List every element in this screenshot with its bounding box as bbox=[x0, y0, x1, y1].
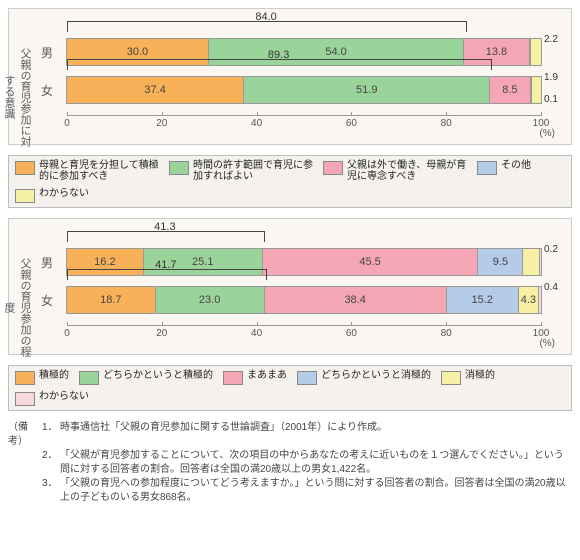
bar-segment: 37.4 bbox=[67, 77, 244, 103]
bar-segment bbox=[532, 77, 541, 103]
legend-item: わからない bbox=[15, 391, 89, 406]
axis-tick-label: 40 bbox=[251, 118, 262, 129]
chart-a-row-0-label: 男 bbox=[33, 44, 61, 61]
axis-tick-label: 80 bbox=[441, 118, 452, 129]
chart-a-panel: 父親の育児参加に対する意識 男 84.030.054.013.82.2 女 89… bbox=[8, 8, 572, 145]
legend-label: その他 bbox=[501, 160, 531, 171]
footnote-head bbox=[8, 477, 42, 505]
legend-label: どちらかというと消極的 bbox=[321, 370, 431, 381]
legend-swatch bbox=[169, 161, 189, 175]
axis-tick-label: 20 bbox=[156, 118, 167, 129]
legend-swatch bbox=[223, 371, 243, 385]
axis-unit: (%) bbox=[539, 338, 555, 349]
legend-label: 積極的 bbox=[39, 370, 69, 381]
legend-label: 消極的 bbox=[465, 370, 495, 381]
legend-label: まあまあ bbox=[247, 370, 287, 381]
chart-b-row-1-label: 女 bbox=[33, 292, 61, 309]
chart-b-bar-1: 41.718.723.038.415.24.30.4 bbox=[67, 287, 541, 313]
chart-b-legend: 積極的 どちらかというと積極的 まあまあ どちらかというと消極的 消極的わからない bbox=[8, 365, 572, 411]
axis-tick-label: 20 bbox=[156, 328, 167, 339]
side-value: 0.1 bbox=[544, 95, 558, 105]
footnote-num: 1． bbox=[42, 421, 60, 449]
chart-b-row-0-label: 男 bbox=[33, 254, 61, 271]
legend-swatch bbox=[323, 161, 343, 175]
bar-segment: 45.5 bbox=[263, 249, 479, 275]
bar-segment: 51.9 bbox=[244, 77, 490, 103]
legend-item: その他 bbox=[477, 160, 531, 182]
chart-b-axis: 020406080100(%) bbox=[67, 325, 541, 350]
legend-swatch bbox=[297, 371, 317, 385]
side-value: 0.2 bbox=[544, 245, 558, 255]
bar-segment: 8.5 bbox=[490, 77, 530, 103]
legend-item: わからない bbox=[15, 188, 89, 203]
legend-item: 母親と育児を分担して積極的に参加すべき bbox=[15, 160, 159, 182]
axis-unit: (%) bbox=[539, 128, 555, 139]
legend-label: 父親は外で働き、母親が育児に専念すべき bbox=[347, 160, 467, 182]
legend-item: どちらかというと積極的 bbox=[79, 370, 213, 385]
footnotes: （備考）1．時事通信社「父親の育児参加に関する世論調査」（2001年）により作成… bbox=[8, 421, 572, 505]
legend-swatch bbox=[15, 189, 35, 203]
legend-item: 消極的 bbox=[441, 370, 495, 385]
chart-a-row-1-label: 女 bbox=[33, 82, 61, 99]
footnote-text: 時事通信社「父親の育児参加に関する世論調査」（2001年）により作成。 bbox=[60, 421, 572, 449]
legend-swatch bbox=[15, 161, 35, 175]
chart-a-axis: 020406080100(%) bbox=[67, 115, 541, 140]
legend-item: 時間の許す範囲で育児に参加すればよい bbox=[169, 160, 313, 182]
bar-segment: 38.4 bbox=[265, 287, 447, 313]
footnote-head bbox=[8, 449, 42, 477]
legend-swatch bbox=[477, 161, 497, 175]
chart-b-row-1: 女 41.718.723.038.415.24.30.4 bbox=[19, 287, 561, 313]
bar-segment: 4.3 bbox=[519, 287, 539, 313]
bar-segment bbox=[531, 39, 541, 65]
bar-segment bbox=[540, 249, 541, 275]
legend-label: どちらかというと積極的 bbox=[103, 370, 213, 381]
bracket-value: 84.0 bbox=[246, 11, 286, 23]
side-value: 2.2 bbox=[544, 35, 558, 45]
footnote-text: 「父親が育児参加することについて、次の項目の中からあなたの考えに近いものを１つ選… bbox=[60, 449, 572, 477]
bracket-value: 41.7 bbox=[146, 259, 186, 271]
legend-swatch bbox=[15, 371, 35, 385]
legend-item: どちらかというと消極的 bbox=[297, 370, 431, 385]
bar-segment: 9.5 bbox=[478, 249, 523, 275]
legend-swatch bbox=[15, 392, 35, 406]
side-value: 1.9 bbox=[544, 73, 558, 83]
legend-swatch bbox=[441, 371, 461, 385]
bar-segment: 15.2 bbox=[447, 287, 519, 313]
footnote-num: 3． bbox=[42, 477, 60, 505]
axis-tick-label: 0 bbox=[64, 118, 70, 129]
bracket-value: 89.3 bbox=[259, 49, 299, 61]
chart-a-legend: 母親と育児を分担して積極的に参加すべき 時間の許す範囲で育児に参加すればよい 父親は… bbox=[8, 155, 572, 208]
footnote-text: 「父親の育児への参加程度についてどう考えますか。」という問に対する回答者の割合。… bbox=[60, 477, 572, 505]
axis-tick-label: 80 bbox=[441, 328, 452, 339]
chart-a-row-1: 女 89.337.451.98.51.90.1 bbox=[19, 77, 561, 103]
legend-label: わからない bbox=[39, 391, 89, 402]
bar-segment bbox=[539, 287, 541, 313]
legend-item: まあまあ bbox=[223, 370, 287, 385]
axis-tick-label: 0 bbox=[64, 328, 70, 339]
footnote-num: 2． bbox=[42, 449, 60, 477]
bar-segment: 18.7 bbox=[67, 287, 156, 313]
bar-segment: 23.0 bbox=[156, 287, 265, 313]
legend-swatch bbox=[79, 371, 99, 385]
footnote-head: （備考） bbox=[8, 421, 42, 449]
chart-b-panel: 父親の育児参加の程度 男 41.316.225.145.59.50.2 女 41… bbox=[8, 218, 572, 355]
bar-segment bbox=[523, 249, 540, 275]
legend-label: わからない bbox=[39, 188, 89, 199]
legend-item: 父親は外で働き、母親が育児に専念すべき bbox=[323, 160, 467, 182]
axis-tick-label: 60 bbox=[346, 118, 357, 129]
side-value: 0.4 bbox=[544, 283, 558, 293]
axis-tick-label: 40 bbox=[251, 328, 262, 339]
legend-label: 時間の許す範囲で育児に参加すればよい bbox=[193, 160, 313, 182]
legend-label: 母親と育児を分担して積極的に参加すべき bbox=[39, 160, 159, 182]
bracket-value: 41.3 bbox=[145, 221, 185, 233]
legend-item: 積極的 bbox=[15, 370, 69, 385]
axis-tick-label: 60 bbox=[346, 328, 357, 339]
chart-a-bar-1: 89.337.451.98.51.90.1 bbox=[67, 77, 541, 103]
